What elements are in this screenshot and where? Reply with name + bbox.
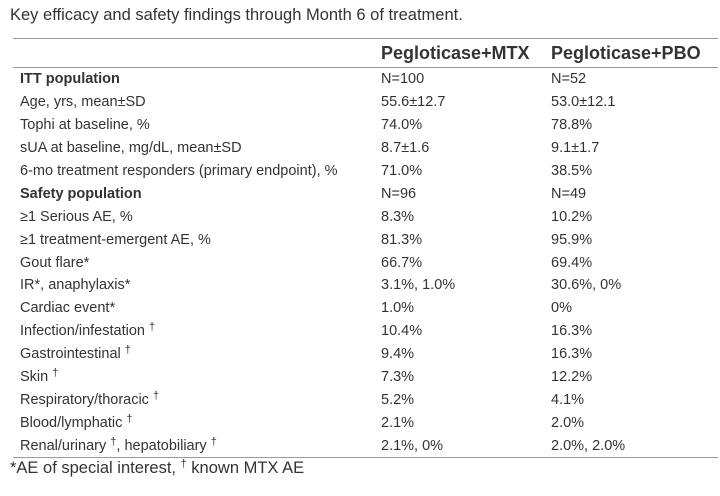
row-label: Tophi at baseline, % — [20, 117, 150, 134]
row-label: Blood/lymphatic † — [13, 411, 377, 434]
cell-pbo: 4.1% — [551, 391, 585, 408]
cell-pbo: 2.0% — [551, 414, 585, 431]
cell-mtx: 9.4% — [381, 346, 415, 363]
dagger-marker: † — [152, 389, 160, 402]
cell-pbo: 2.0%, 2.0% — [547, 434, 718, 459]
dagger-marker: † — [210, 435, 217, 448]
cell-pbo: 78.8% — [551, 117, 593, 134]
cell-pbo: N=52 — [551, 71, 587, 88]
table-row: IR*, anaphylaxis* 3.1%, 1.0% 30.6%, 0% — [13, 274, 718, 297]
cell-pbo: 16.3% — [551, 346, 593, 363]
dagger-marker: † — [110, 435, 117, 448]
header-pegloticase-mtx: Pegloticase+MTX — [377, 38, 547, 68]
row-label-text: Skin — [20, 369, 49, 386]
table-row: ≥1 Serious AE, % 8.3% 10.2% — [13, 205, 718, 228]
row-label: Infection/infestation † — [13, 320, 377, 343]
table-header-row: Pegloticase+MTX Pegloticase+PBO — [13, 38, 718, 68]
cell-mtx: 74.0% — [381, 117, 423, 134]
cell-pbo: 16.3% — [551, 323, 593, 340]
table-row: Infection/infestation † 10.4% 16.3% — [13, 320, 718, 343]
cell-pbo: 95.9% — [551, 231, 593, 248]
cell-mtx: 55.6±12.7 — [381, 94, 446, 111]
table-row: Cardiac event* 1.0% 0% — [13, 297, 718, 320]
cell-pbo: 9.1±1.7 — [551, 140, 600, 157]
table-row: Renal/urinary †, hepatobiliary † 2.1%, 0… — [13, 434, 718, 459]
footnote-text: *AE of special interest, — [10, 459, 181, 477]
header-pegloticase-pbo: Pegloticase+PBO — [547, 38, 718, 68]
dagger-marker: † — [180, 458, 187, 470]
table-caption: Key efficacy and safety findings through… — [10, 6, 463, 24]
cell-mtx: 81.3% — [381, 231, 423, 248]
table-row: 6-mo treatment responders (primary endpo… — [13, 160, 718, 183]
row-label: Renal/urinary †, hepatobiliary † — [13, 434, 377, 459]
row-label-text: Infection/infestation — [20, 323, 145, 340]
footnote-text: known MTX AE — [186, 459, 305, 477]
row-label: ITT population — [20, 71, 120, 88]
dagger-marker: † — [52, 367, 59, 380]
efficacy-safety-table: Pegloticase+MTX Pegloticase+PBO ITT popu… — [13, 38, 718, 459]
table-row: sUA at baseline, mg/dL, mean±SD 8.7±1.6 … — [13, 137, 718, 160]
cell-mtx: N=100 — [381, 71, 425, 88]
cell-pbo: 0% — [551, 300, 572, 317]
row-label: Cardiac event* — [20, 300, 116, 317]
row-label-text: Renal/urinary — [20, 437, 107, 454]
table-row: Blood/lymphatic † 2.1% 2.0% — [13, 411, 718, 434]
cell-pbo: 38.5% — [551, 163, 593, 179]
table-row: ITT population N=100 N=52 — [13, 68, 718, 91]
cell-mtx: 10.4% — [381, 323, 423, 340]
table-row: Gastrointestinal † 9.4% 16.3% — [13, 343, 718, 366]
cell-mtx: 1.0% — [381, 300, 415, 317]
row-label: Skin † — [13, 366, 377, 389]
row-label-text: Blood/lymphatic — [20, 414, 123, 431]
row-label: Gout flare* — [20, 254, 90, 271]
header-label-column — [13, 38, 377, 68]
cell-mtx: 2.1% — [381, 414, 415, 431]
cell-mtx: 8.3% — [381, 208, 415, 225]
row-label: ≥1 Serious AE, % — [20, 208, 133, 225]
row-label-text: Gastrointestinal — [20, 346, 121, 363]
cell-mtx: 3.1%, 1.0% — [381, 277, 456, 294]
cell-mtx: 66.7% — [381, 254, 423, 271]
table-row: Safety population N=96 N=49 — [13, 182, 718, 205]
table-row: Tophi at baseline, % 74.0% 78.8% — [13, 114, 718, 137]
row-label: IR*, anaphylaxis* — [20, 277, 131, 294]
cell-mtx: 71.0% — [381, 163, 423, 179]
cell-pbo: 69.4% — [551, 254, 593, 271]
table-row: Gout flare* 66.7% 69.4% — [13, 251, 718, 274]
row-label: Respiratory/thoracic † — [13, 388, 377, 411]
cell-mtx: N=96 — [381, 185, 417, 202]
row-label-text: , hepatobiliary — [116, 437, 207, 454]
table-row: Respiratory/thoracic † 5.2% 4.1% — [13, 388, 718, 411]
table-row: Skin † 7.3% 12.2% — [13, 366, 718, 389]
cell-pbo: N=49 — [551, 185, 587, 202]
cell-mtx: 2.1%, 0% — [377, 434, 547, 459]
cell-pbo: 30.6%, 0% — [551, 277, 622, 294]
table-footnote: *AE of special interest, † known MTX AE — [10, 459, 304, 478]
row-label: sUA at baseline, mg/dL, mean±SD — [20, 140, 242, 157]
cell-pbo: 12.2% — [551, 369, 593, 386]
cell-mtx: 8.7±1.6 — [381, 140, 430, 157]
cell-pbo: 10.2% — [551, 208, 593, 225]
cell-mtx: 7.3% — [381, 369, 415, 386]
dagger-marker: † — [148, 321, 156, 334]
row-label: Safety population — [20, 185, 142, 202]
dagger-marker: † — [124, 344, 131, 357]
row-label: Gastrointestinal † — [13, 343, 377, 366]
row-label-text: Respiratory/thoracic — [20, 391, 149, 408]
row-label: ≥1 treatment-emergent AE, % — [20, 231, 211, 248]
table-row: ≥1 treatment-emergent AE, % 81.3% 95.9% — [13, 228, 718, 251]
dagger-marker: † — [126, 412, 133, 425]
cell-pbo: 53.0±12.1 — [551, 94, 616, 111]
cell-mtx: 5.2% — [381, 391, 415, 408]
row-label: Age, yrs, mean±SD — [20, 94, 146, 111]
table-row: Age, yrs, mean±SD 55.6±12.7 53.0±12.1 — [13, 91, 718, 114]
row-label: 6-mo treatment responders (primary endpo… — [20, 163, 338, 179]
